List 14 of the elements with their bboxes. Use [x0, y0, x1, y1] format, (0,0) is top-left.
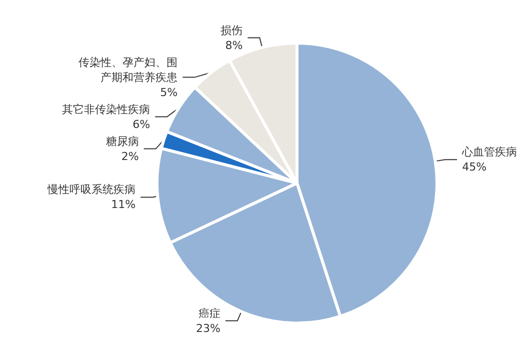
- data-label: 23%: [196, 322, 220, 335]
- slice-label: 慢性呼吸系统疾病: [46, 183, 136, 196]
- slice-label: 糖尿病: [106, 134, 139, 148]
- data-label: 2%: [121, 150, 139, 163]
- slice-label: 心血管疾病: [461, 146, 518, 159]
- slice-label: 损伤: [220, 24, 243, 37]
- slice-label: 传染性、孕产妇、围产期和营养疾患: [78, 56, 178, 84]
- slice-label: 癌症: [198, 306, 220, 320]
- data-label: 6%: [132, 118, 150, 131]
- data-label: 11%: [111, 198, 136, 212]
- data-label: 45%: [462, 160, 487, 174]
- data-label: 8%: [225, 38, 243, 52]
- data-label: 5%: [160, 86, 178, 99]
- slice-label: 其它非传染性疾病: [62, 102, 150, 116]
